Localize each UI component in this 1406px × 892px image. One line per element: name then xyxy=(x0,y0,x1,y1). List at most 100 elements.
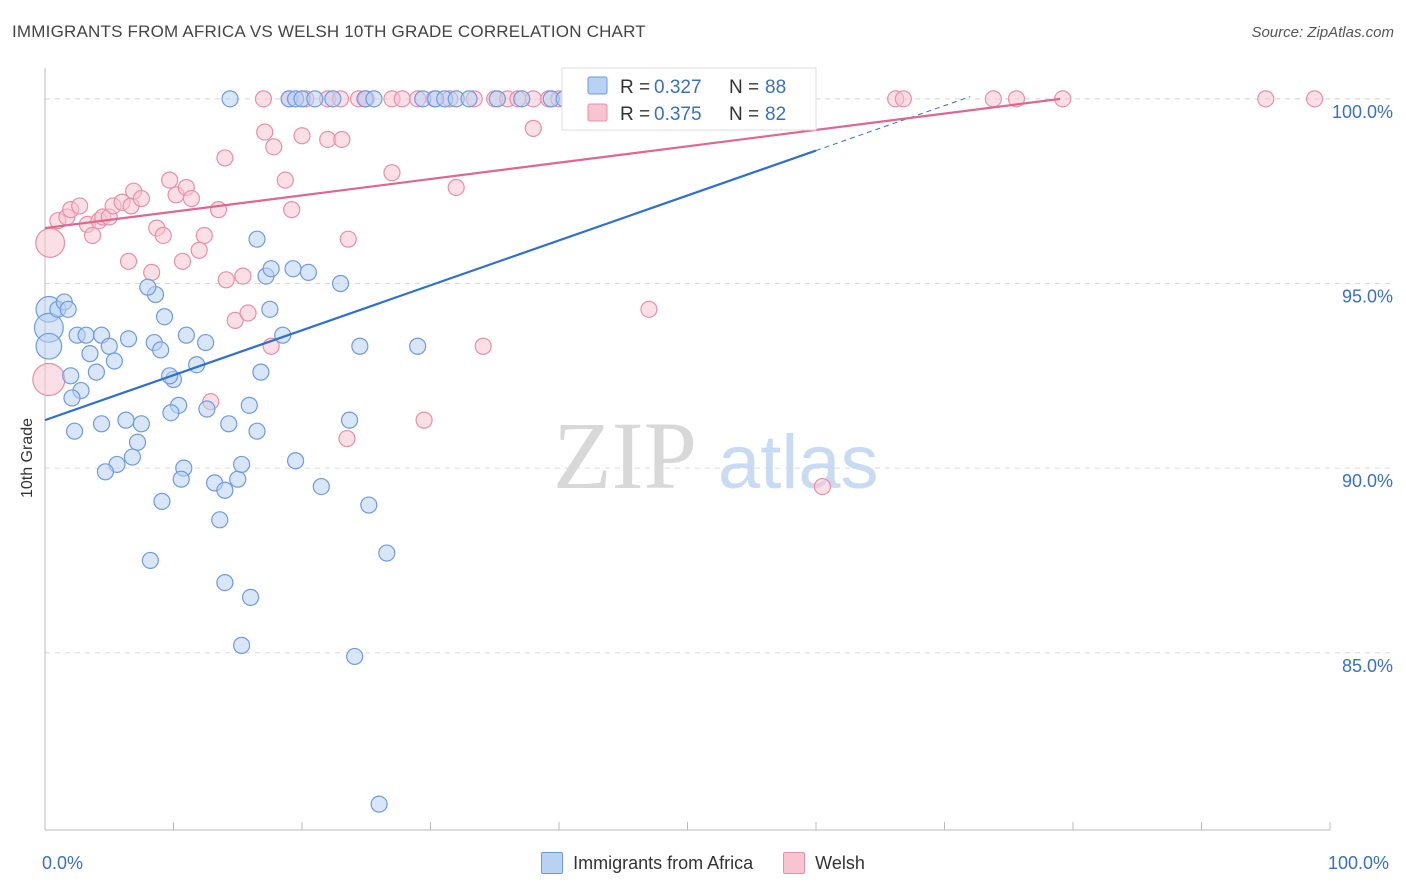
trend-line-welsh xyxy=(44,97,1061,230)
legend-n-label-welsh: N = xyxy=(729,104,759,125)
legend-n-value-welsh: 82 xyxy=(765,104,786,125)
africa-point xyxy=(306,90,324,108)
welsh-point xyxy=(119,252,138,270)
africa-point xyxy=(100,337,118,355)
legend-r-value-welsh: 0.375 xyxy=(654,104,702,125)
africa-point xyxy=(35,332,63,360)
africa-point xyxy=(378,544,396,562)
legend-n-label-africa: N = xyxy=(729,77,759,98)
africa-point xyxy=(172,470,190,488)
bottom-legend: Immigrants from Africa Welsh xyxy=(0,852,1406,874)
welsh-point xyxy=(216,149,234,167)
welsh-point xyxy=(190,241,208,259)
welsh-point xyxy=(474,337,492,355)
africa-point xyxy=(252,363,270,381)
series-africa-points xyxy=(33,90,573,813)
africa-point xyxy=(240,396,258,414)
africa-point xyxy=(460,90,478,108)
legend-r-value-africa: 0.327 xyxy=(654,77,702,98)
x-tick-label-max: 100.0% xyxy=(1328,853,1390,873)
y-tick-label: 100.0% xyxy=(1332,102,1393,122)
africa-point xyxy=(62,367,80,385)
africa-point xyxy=(248,422,266,440)
chart-title: IMMIGRANTS FROM AFRICA VS WELSH 10TH GRA… xyxy=(12,22,646,41)
legend: R = 0.327 N = 88 R = 0.375 N = 82 xyxy=(561,67,817,131)
trend-lines xyxy=(44,96,1061,422)
watermark: ZIP atlas xyxy=(553,402,879,509)
watermark-zip: ZIP xyxy=(553,402,697,509)
source-label: Source: ZipAtlas.com xyxy=(1251,24,1394,41)
welsh-point xyxy=(265,138,283,156)
x-tick-label-min: 0.0% xyxy=(42,853,84,873)
welsh-point xyxy=(173,252,192,270)
africa-point xyxy=(233,636,251,654)
africa-point xyxy=(261,300,279,318)
africa-point xyxy=(488,90,506,108)
africa-point xyxy=(370,795,388,813)
africa-point xyxy=(197,333,215,352)
africa-point xyxy=(229,470,247,488)
welsh-point xyxy=(132,189,150,208)
africa-point xyxy=(299,263,318,282)
bottom-legend-item-africa: Immigrants from Africa xyxy=(541,852,753,874)
africa-point xyxy=(513,90,531,108)
africa-point xyxy=(324,90,342,108)
welsh-point xyxy=(283,201,301,219)
grid-lines xyxy=(45,98,1395,654)
trend-line-africa-extension xyxy=(815,96,971,152)
africa-point xyxy=(162,404,180,422)
y-tick-label: 95.0% xyxy=(1342,286,1393,306)
africa-point xyxy=(63,389,81,407)
africa-point xyxy=(152,341,170,359)
bottom-legend-swatch-africa xyxy=(541,852,564,874)
legend-n-value-africa: 88 xyxy=(765,77,786,98)
africa-point xyxy=(77,326,95,344)
africa-point xyxy=(96,463,114,481)
africa-point xyxy=(119,330,138,348)
welsh-point xyxy=(640,300,658,318)
welsh-point xyxy=(182,189,201,208)
welsh-point xyxy=(415,411,433,429)
welsh-point xyxy=(338,429,356,448)
welsh-point xyxy=(161,171,179,189)
welsh-point xyxy=(524,119,542,137)
africa-point xyxy=(221,90,239,108)
welsh-point xyxy=(393,90,411,108)
welsh-point xyxy=(984,90,1002,108)
welsh-point xyxy=(154,226,172,245)
africa-point xyxy=(262,260,280,278)
africa-point xyxy=(233,455,251,474)
africa-point xyxy=(105,352,123,370)
africa-point xyxy=(340,411,359,429)
africa-point xyxy=(331,274,350,293)
africa-point xyxy=(351,337,369,355)
welsh-point xyxy=(1305,90,1324,108)
legend-swatch-welsh xyxy=(587,103,608,122)
africa-point xyxy=(216,481,234,499)
bottom-legend-swatch-welsh xyxy=(783,852,806,874)
africa-point xyxy=(409,337,427,355)
y-tick-label: 85.0% xyxy=(1342,656,1393,676)
africa-point xyxy=(346,647,364,666)
africa-point xyxy=(360,496,378,514)
axes xyxy=(44,68,1331,831)
africa-point xyxy=(65,422,84,440)
welsh-point xyxy=(226,311,244,330)
y-tick-labels: 85.0% 90.0% 95.0% 100.0% xyxy=(1332,102,1393,676)
trend-line-africa xyxy=(44,149,817,422)
africa-point xyxy=(286,452,305,470)
y-tick-label: 90.0% xyxy=(1342,471,1393,491)
africa-point xyxy=(155,308,174,326)
legend-r-label-welsh: R = xyxy=(620,104,650,125)
africa-point xyxy=(92,415,111,433)
welsh-point xyxy=(894,90,912,108)
africa-point xyxy=(139,278,157,296)
welsh-point xyxy=(256,123,274,141)
africa-point xyxy=(248,230,266,248)
africa-point xyxy=(59,300,77,318)
africa-point xyxy=(211,511,229,529)
bottom-legend-label-welsh: Welsh xyxy=(815,852,865,873)
welsh-point xyxy=(813,477,832,496)
watermark-atlas: atlas xyxy=(718,420,879,505)
